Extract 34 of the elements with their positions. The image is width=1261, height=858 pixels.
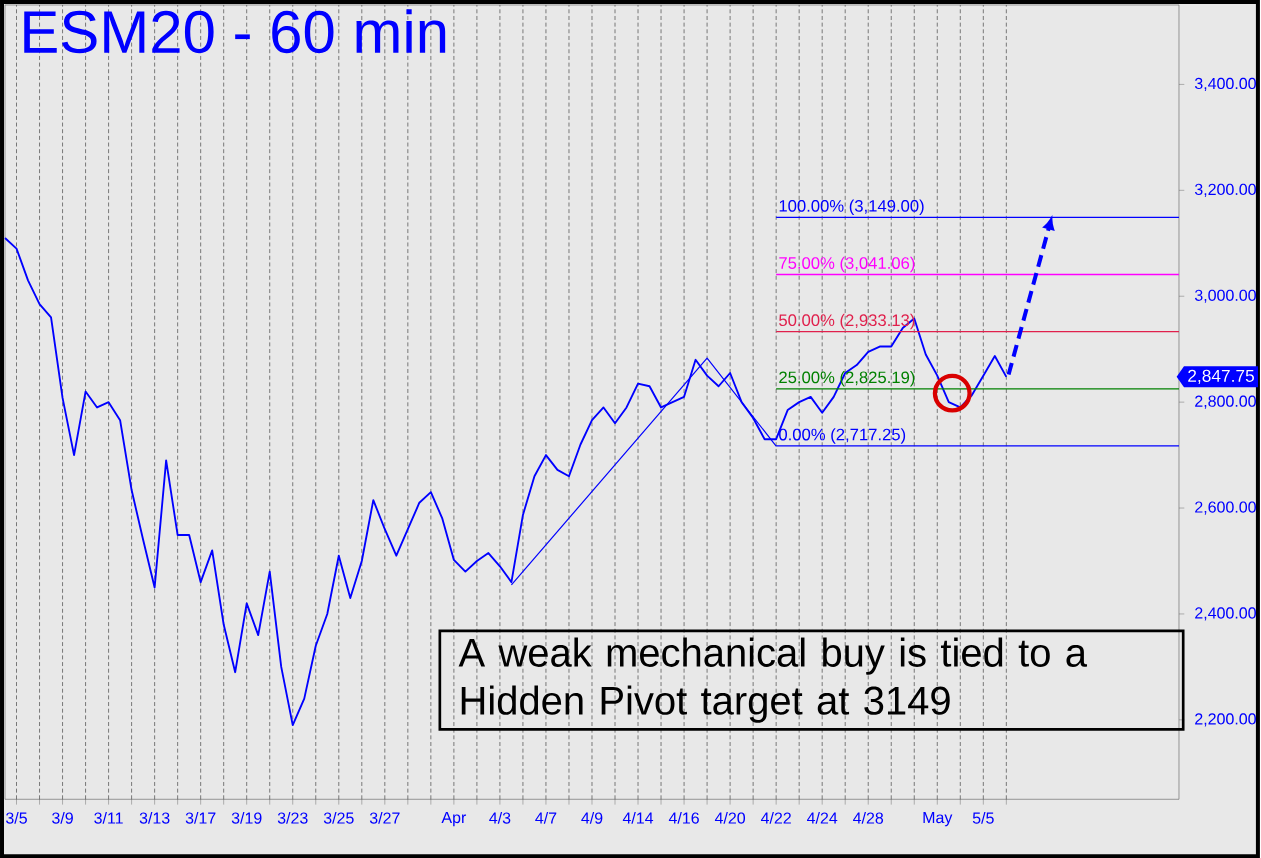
- x-tick-label: May: [923, 811, 953, 827]
- x-tick-label: 3/25: [323, 811, 354, 824]
- annotation: A weak mechanical buy is tied to a Hidden Pivot target at 3149: [458, 637, 1088, 723]
- x-tick-label: 4/7: [535, 811, 557, 824]
- y-tick-label: 2,600.00: [1195, 501, 1256, 515]
- x-tick-label: 4/28: [853, 811, 884, 824]
- ref-line-label: 100.00% (3,149.00): [779, 199, 924, 215]
- x-tick-label: 4/14: [622, 811, 654, 824]
- y-tick-label: 2,400.00: [1195, 607, 1256, 621]
- x-tick-label: 4/20: [714, 811, 746, 824]
- x-tick-label: 4/22: [760, 811, 791, 824]
- x-tick-label: 3/9: [52, 811, 73, 824]
- x-tick-label: 3/5: [6, 811, 27, 824]
- x-tick-label: 3/13: [139, 811, 170, 824]
- x-tick-label: 5/5: [972, 811, 994, 824]
- x-tick-label: 3/19: [231, 811, 262, 824]
- y-tick-label: 2,200.00: [1195, 713, 1256, 727]
- x-tick-label: 4/24: [807, 811, 838, 824]
- x-tick-label: Apr: [441, 811, 467, 827]
- ref-line-label: 0.00% (2,717.25): [779, 428, 906, 444]
- x-tick-label: 4/3: [489, 811, 511, 824]
- chart-title: ESM20 - 60 min: [24, 9, 446, 54]
- y-tick-label: 3,000.00: [1194, 289, 1256, 303]
- y-tick-label: 3,200.00: [1194, 183, 1256, 197]
- y-tick-label: 3,400.00: [1194, 77, 1256, 91]
- text: 2,847.75: [1188, 369, 1254, 384]
- x-tick-label: 3/27: [369, 811, 400, 824]
- x-tick-label: 4/16: [668, 811, 699, 824]
- x-tick-label: 3/11: [94, 811, 123, 824]
- ref-line-label: 75.00% (3,041.06): [779, 256, 915, 273]
- x-tick-label: 3/23: [277, 811, 308, 824]
- x-tick-label: 3/17: [185, 811, 216, 824]
- y-tick-label: 2,800.00: [1195, 395, 1256, 409]
- x-tick-label: 4/9: [581, 811, 603, 824]
